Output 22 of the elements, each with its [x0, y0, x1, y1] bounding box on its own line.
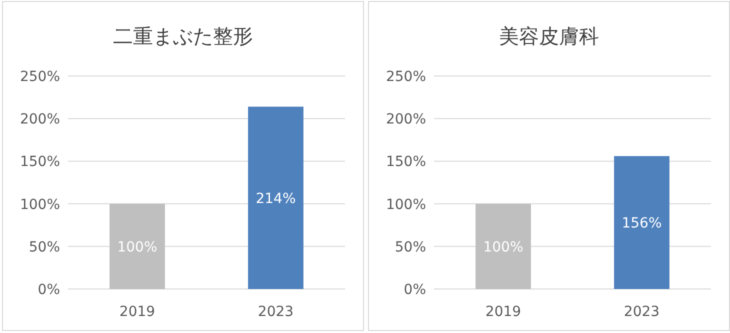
- x-tick-label: 2019: [485, 304, 522, 320]
- y-tick-label: 0%: [38, 282, 60, 298]
- y-tick-label: 150%: [386, 154, 426, 170]
- y-tick-label: 100%: [386, 196, 426, 213]
- y-tick-label: 200%: [386, 112, 426, 128]
- y-tick-label: 250%: [20, 69, 60, 85]
- data-label: 214%: [256, 190, 296, 207]
- chart-title: 美容皮膚科: [499, 24, 599, 48]
- data-label: 156%: [622, 216, 662, 232]
- x-tick-label: 2023: [624, 304, 660, 320]
- data-label: 100%: [117, 239, 158, 256]
- x-tick-label: 2023: [258, 304, 294, 320]
- y-tick-label: 0%: [404, 282, 426, 298]
- y-tick-label: 50%: [394, 239, 426, 256]
- x-tick-label: 2019: [119, 304, 156, 320]
- y-tick-label: 50%: [28, 239, 60, 256]
- y-tick-label: 100%: [20, 196, 60, 213]
- y-tick-label: 200%: [20, 112, 60, 128]
- y-tick-label: 150%: [20, 154, 60, 170]
- y-tick-label: 250%: [386, 69, 426, 85]
- chart-title: 二重まぶた整形: [113, 24, 253, 48]
- data-label: 100%: [483, 239, 524, 256]
